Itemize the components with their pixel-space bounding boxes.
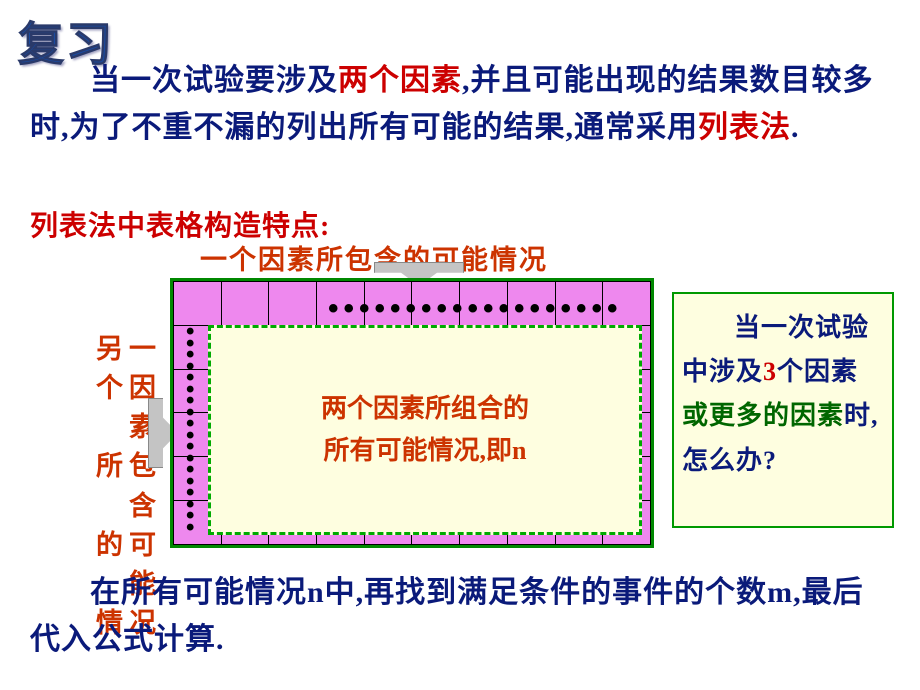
inner-line2: 所有可能情况,即n xyxy=(324,430,527,472)
p1-b: 两个因素 xyxy=(338,64,462,97)
p1-e: . xyxy=(791,111,800,144)
rb-d: 或更多的因素 xyxy=(682,401,844,430)
p1-a: 当一次试验要涉及 xyxy=(90,64,338,97)
rb-b: 3 xyxy=(763,357,777,386)
question-box: 当一次试验中涉及3个因素或更多的因素时,怎么办? xyxy=(672,292,894,528)
rb-c: 个因素 xyxy=(777,357,858,386)
vertical-dots-icon: •••••••••••••••••• xyxy=(186,326,194,533)
left-line: 另一 xyxy=(72,330,162,369)
intro-paragraph: 当一次试验要涉及两个因素,并且可能出现的结果数目较多时,为了不重不漏的列出所有可… xyxy=(30,58,890,151)
horizontal-dots-icon: ••••••••••••••••••• xyxy=(328,292,623,326)
p1-d: 列表法 xyxy=(698,111,791,144)
combination-box: 两个因素所组合的 所有可能情况,即n xyxy=(208,325,642,535)
footer-paragraph: 在所有可能情况n中,再找到满足条件的事件的个数m,最后代入公式计算. xyxy=(30,570,890,663)
inner-line1: 两个因素所组合的 xyxy=(321,388,529,430)
